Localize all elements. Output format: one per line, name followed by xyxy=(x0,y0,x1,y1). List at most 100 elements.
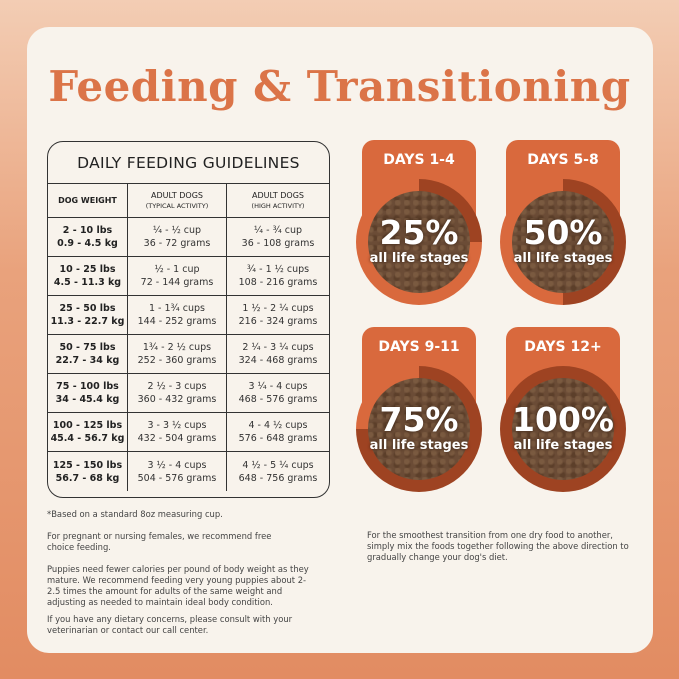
high-grams: 108 - 216 grams xyxy=(238,277,318,288)
header-sub: (HIGH ACTIVITY) xyxy=(251,201,305,210)
weight-cell: 100 - 125 lbs 45.4 - 56.7 kg xyxy=(48,413,128,451)
typical-cups: 1 - 1¾ cups xyxy=(148,303,205,314)
high-cell: 3 ¼ - 4 cups 468 - 576 grams xyxy=(227,374,329,412)
weight-lbs: 125 - 150 lbs xyxy=(52,459,123,471)
kibble-icon xyxy=(512,378,614,480)
high-cups: 3 ¼ - 4 cups xyxy=(248,381,308,392)
typical-grams: 504 - 576 grams xyxy=(137,472,217,484)
typical-cell: ¼ - ½ cup 36 - 72 grams xyxy=(128,218,227,256)
days-label: DAYS 1-4 xyxy=(383,152,455,168)
high-grams: 468 - 576 grams xyxy=(238,394,318,405)
stage-label: all life stages xyxy=(369,251,469,266)
typical-grams: 36 - 72 grams xyxy=(143,238,211,249)
header-typical: ADULT DOGS (TYPICAL ACTIVITY) xyxy=(128,184,227,217)
high-cell: ¾ - 1 ½ cups 108 - 216 grams xyxy=(227,257,329,295)
food-bowl-icon: 100% all life stages xyxy=(500,366,626,492)
food-bowl-icon: 50% all life stages xyxy=(500,179,626,305)
table-title: DAILY FEEDING GUIDELINES xyxy=(48,142,329,184)
table-header-row: DOG WEIGHT ADULT DOGS (TYPICAL ACTIVITY) … xyxy=(48,184,329,218)
days-label: DAYS 12+ xyxy=(524,339,602,355)
typical-grams: 252 - 360 grams xyxy=(137,355,217,366)
stage-label: all life stages xyxy=(513,251,613,266)
percent-label: 25% xyxy=(379,213,459,252)
table-row: 2 - 10 lbs 0.9 - 4.5 kg ¼ - ½ cup 36 - 72 … xyxy=(48,218,329,257)
header-dog-weight: DOG WEIGHT xyxy=(48,184,128,217)
weight-lbs: 25 - 50 lbs xyxy=(59,303,116,314)
header-sub: (TYPICAL ACTIVITY) xyxy=(145,201,209,210)
weight-cell: 50 - 75 lbs 22.7 - 34 kg xyxy=(48,335,128,373)
note-transition: For the smoothest transition from one dr… xyxy=(367,530,629,562)
weight-lbs: 100 - 125 lbs xyxy=(52,420,123,431)
weight-cell: 10 - 25 lbs 4.5 - 11.3 kg xyxy=(48,257,128,295)
stage-label: all life stages xyxy=(513,438,613,453)
high-cups: ¾ - 1 ½ cups xyxy=(246,264,310,275)
high-grams: 576 - 648 grams xyxy=(238,433,318,444)
kibble-icon xyxy=(368,191,470,293)
high-cups: 4 - 4 ½ cups xyxy=(248,420,308,431)
typical-cell: 3 - 3 ½ cups 432 - 504 grams xyxy=(128,413,227,451)
high-grams: 216 - 324 grams xyxy=(238,316,318,327)
typical-cell: 2 ½ - 3 cups 360 - 432 grams xyxy=(128,374,227,412)
table-row: 25 - 50 lbs 11.3 - 22.7 kg 1 - 1¾ cups 144… xyxy=(48,296,329,335)
table-row: 100 - 125 lbs 45.4 - 56.7 kg 3 - 3 ½ cups… xyxy=(48,413,329,452)
weight-kg: 45.4 - 56.7 kg xyxy=(50,433,125,444)
table-row: 125 - 150 lbs 56.7 - 68 kg 3 ½ - 4 cups 50… xyxy=(48,452,329,497)
weight-lbs: 50 - 75 lbs xyxy=(59,342,116,353)
percent-label: 100% xyxy=(512,400,614,439)
high-cups: 4 ½ - 5 ¼ cups xyxy=(242,459,314,471)
typical-cups: 2 ½ - 3 cups xyxy=(147,381,207,392)
weight-kg: 0.9 - 4.5 kg xyxy=(57,238,118,249)
weight-lbs: 2 - 10 lbs xyxy=(62,225,113,236)
typical-cups: 1¾ - 2 ½ cups xyxy=(142,342,212,353)
high-cell: 4 ½ - 5 ¼ cups 648 - 756 grams xyxy=(227,452,329,491)
food-bowl-icon: 75% all life stages xyxy=(356,366,482,492)
header-high: ADULT DOGS (HIGH ACTIVITY) xyxy=(227,184,329,217)
header-label: ADULT DOGS xyxy=(150,190,203,200)
typical-grams: 432 - 504 grams xyxy=(137,433,217,444)
table-row: 50 - 75 lbs 22.7 - 34 kg 1¾ - 2 ½ cups 252… xyxy=(48,335,329,374)
note-measuring-cup: *Based on a standard 8oz measuring cup. xyxy=(47,509,223,519)
table-row: 75 - 100 lbs 34 - 45.4 kg 2 ½ - 3 cups 360… xyxy=(48,374,329,413)
weight-kg: 4.5 - 11.3 kg xyxy=(53,277,122,288)
header-label: DOG WEIGHT xyxy=(58,196,117,205)
header-label: ADULT DOGS xyxy=(251,190,304,200)
high-cups: 1 ½ - 2 ¼ cups xyxy=(242,303,314,314)
typical-cell: 3 ½ - 4 cups 504 - 576 grams xyxy=(128,452,227,491)
weight-lbs: 10 - 25 lbs xyxy=(59,264,116,275)
note-puppies: Puppies need fewer calories per pound of… xyxy=(47,564,309,607)
high-cell: 2 ¼ - 3 ¼ cups 324 - 468 grams xyxy=(227,335,329,373)
typical-grams: 360 - 432 grams xyxy=(137,394,217,405)
typical-cups: ¼ - ½ cup xyxy=(152,225,202,236)
typical-grams: 72 - 144 grams xyxy=(140,277,214,288)
kibble-icon xyxy=(368,378,470,480)
note-pregnant: For pregnant or nursing females, we reco… xyxy=(47,531,272,552)
weight-cell: 25 - 50 lbs 11.3 - 22.7 kg xyxy=(48,296,128,334)
typical-cell: 1¾ - 2 ½ cups 252 - 360 grams xyxy=(128,335,227,373)
weight-kg: 56.7 - 68 kg xyxy=(55,472,120,484)
table-row: 10 - 25 lbs 4.5 - 11.3 kg ½ - 1 cup 72 - 1… xyxy=(48,257,329,296)
high-grams: 36 - 108 grams xyxy=(241,238,315,249)
weight-lbs: 75 - 100 lbs xyxy=(56,381,119,392)
typical-cups: 3 ½ - 4 cups xyxy=(147,459,207,471)
page-title: Feeding & Transitioning xyxy=(48,62,631,111)
kibble-icon xyxy=(512,191,614,293)
feeding-table: DAILY FEEDING GUIDELINES DOG WEIGHT ADUL… xyxy=(47,141,330,498)
high-cell: 1 ½ - 2 ¼ cups 216 - 324 grams xyxy=(227,296,329,334)
high-grams: 648 - 756 grams xyxy=(238,472,318,484)
high-grams: 324 - 468 grams xyxy=(238,355,318,366)
days-label: DAYS 9-11 xyxy=(378,339,460,355)
note-concerns: If you have any dietary concerns, please… xyxy=(47,614,293,635)
typical-grams: 144 - 252 grams xyxy=(137,316,217,327)
weight-kg: 11.3 - 22.7 kg xyxy=(50,316,125,327)
food-bowl-icon: 25% all life stages xyxy=(356,179,482,305)
typical-cups: 3 - 3 ½ cups xyxy=(147,420,207,431)
percent-label: 75% xyxy=(379,400,459,439)
typical-cups: ½ - 1 cup xyxy=(154,264,200,275)
days-label: DAYS 5-8 xyxy=(527,152,599,168)
typical-cell: ½ - 1 cup 72 - 144 grams xyxy=(128,257,227,295)
typical-cell: 1 - 1¾ cups 144 - 252 grams xyxy=(128,296,227,334)
weight-cell: 125 - 150 lbs 56.7 - 68 kg xyxy=(48,452,128,491)
high-cups: 2 ¼ - 3 ¼ cups xyxy=(242,342,314,353)
percent-label: 50% xyxy=(523,213,603,252)
stage-label: all life stages xyxy=(369,438,469,453)
